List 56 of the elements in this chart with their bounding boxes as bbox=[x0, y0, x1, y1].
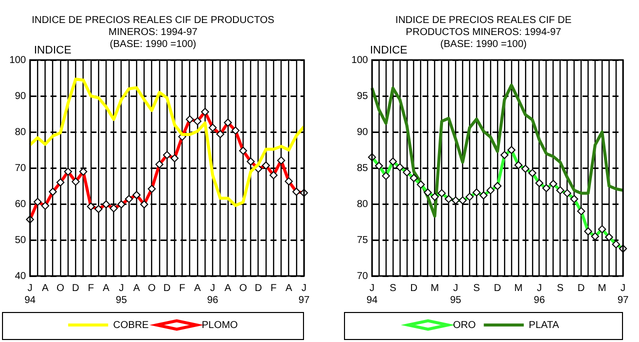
x-tick-label: J 97 bbox=[298, 282, 310, 306]
legend-label: COBRE bbox=[113, 320, 150, 331]
x-tick-label: O bbox=[56, 282, 65, 294]
chart-title: INDICE DE PRECIOS REALES CIF DE PRODUCTOS MINEROS: 1994-97 bbox=[32, 14, 275, 38]
x-tick-label: M bbox=[430, 282, 439, 294]
y-tick-label: 40 bbox=[14, 270, 26, 282]
x-tick-label: F bbox=[270, 282, 277, 294]
x-tick-label: A bbox=[285, 282, 292, 294]
x-tick-label: A bbox=[224, 282, 232, 294]
y-tick-label: 70 bbox=[356, 270, 368, 282]
y-axis-title: INDICE bbox=[370, 44, 408, 57]
y-tick-label: 80 bbox=[14, 126, 26, 138]
x-tick-label: D bbox=[578, 282, 585, 294]
y-tick-label: 80 bbox=[356, 198, 368, 210]
x-tick-label: J 96 bbox=[534, 282, 546, 306]
x-tick-label: F bbox=[88, 282, 94, 294]
chart-subtitle: (BASE: 1990 =100) bbox=[110, 38, 196, 50]
legend-label: PLATA bbox=[528, 320, 560, 331]
y-tick-label: 70 bbox=[14, 162, 26, 174]
x-tick-label: M bbox=[598, 282, 606, 294]
x-tick-label: O bbox=[148, 282, 156, 294]
x-tick-label: J 94 bbox=[366, 282, 378, 306]
legend-label: PLOMO bbox=[202, 320, 238, 331]
x-tick-label: O bbox=[239, 282, 248, 294]
y-tick-label: 95 bbox=[356, 90, 368, 102]
y-tick-label: 90 bbox=[14, 90, 26, 102]
x-tick-label: S bbox=[473, 282, 480, 294]
y-tick-label: 100 bbox=[351, 54, 368, 66]
legend-label: ORO bbox=[453, 320, 476, 331]
x-tick-label: D bbox=[494, 282, 502, 294]
x-tick-label: M bbox=[514, 282, 523, 294]
y-tick-label: 50 bbox=[14, 234, 26, 246]
x-tick-label: D bbox=[410, 282, 418, 294]
x-tick-label: J 97 bbox=[617, 282, 629, 306]
x-tick-label: D bbox=[254, 282, 262, 294]
x-tick-label: J 95 bbox=[450, 282, 462, 306]
x-tick-label: A bbox=[102, 282, 110, 294]
y-tick-label: 100 bbox=[9, 54, 26, 66]
x-tick-label: A bbox=[42, 282, 49, 294]
x-tick-label: S bbox=[556, 282, 564, 294]
x-tick-label: S bbox=[390, 282, 397, 294]
y-tick-label: 60 bbox=[14, 198, 26, 210]
chart-subtitle: (BASE: 1990 =100) bbox=[440, 38, 527, 50]
x-tick-label: J 94 bbox=[24, 282, 36, 306]
x-tick-label: F bbox=[179, 282, 186, 294]
x-tick-label: D bbox=[72, 282, 80, 294]
x-tick-label: A bbox=[133, 282, 140, 294]
x-tick-label: J 95 bbox=[116, 282, 128, 306]
y-tick-label: 75 bbox=[356, 234, 368, 246]
chart-title: INDICE DE PRECIOS REALES CIF DE PRODUCTOS MINEROS: 1994-97 bbox=[395, 14, 572, 38]
y-axis-title: INDICE bbox=[34, 44, 72, 57]
x-tick-label: D bbox=[163, 282, 171, 294]
x-tick-label: J 96 bbox=[207, 282, 219, 306]
y-tick-label: 90 bbox=[356, 126, 368, 138]
x-tick-label: A bbox=[194, 282, 202, 294]
y-tick-label: 85 bbox=[356, 162, 368, 174]
